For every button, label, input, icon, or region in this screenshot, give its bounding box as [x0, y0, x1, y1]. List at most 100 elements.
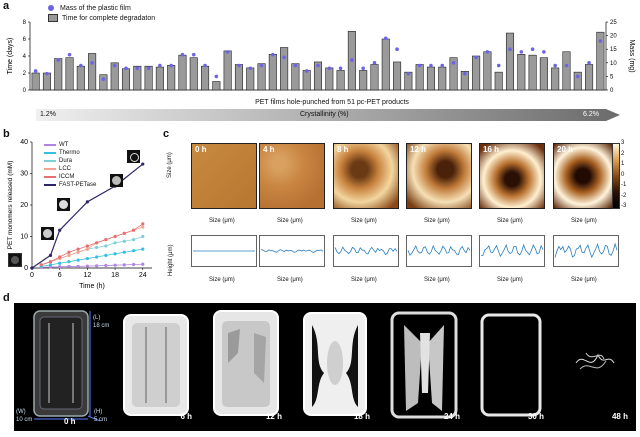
dim-h: (H): [94, 409, 103, 415]
mass-point: [485, 50, 490, 54]
series-point-thermo: [122, 250, 126, 254]
degradation-time-bar: [280, 47, 289, 91]
mass-point: [225, 50, 230, 54]
a-right-tick-label: 10: [610, 61, 617, 67]
photo-label-0h: 0 h: [64, 417, 76, 426]
series-point-thermo: [95, 255, 99, 259]
legend-label: Dura: [59, 158, 73, 164]
mass-point: [124, 66, 128, 71]
b-y-tick-label: 30: [20, 171, 28, 178]
profile-frame: [406, 235, 472, 267]
series-point-fast-petase: [85, 200, 89, 204]
degradation-time-bar: [54, 58, 63, 91]
series-point-wt: [113, 263, 117, 267]
degradation-time-bar: [110, 62, 119, 91]
legend-entry-fast-petase: FAST-PETase: [44, 181, 96, 189]
series-point-lcc: [67, 253, 71, 257]
film-thumbnail-0: [8, 253, 22, 267]
series-point-wt: [122, 263, 126, 267]
crystallinity-low: 1.2%: [40, 111, 56, 118]
degradation-time-bar: [291, 63, 300, 91]
legend-label: WT: [59, 142, 69, 148]
profile-x-axis-label: Size (μm): [424, 277, 450, 283]
mass-point: [598, 39, 603, 43]
afm-time-label: 16 h: [483, 145, 500, 154]
film-thumbnail-1: [41, 227, 54, 240]
afm-time-label: 8 h: [337, 145, 349, 154]
legend-entry-thermo: Thermo: [44, 149, 96, 157]
degradation-time-bar: [201, 65, 210, 91]
series-line-iccm: [41, 223, 143, 266]
mass-point: [440, 63, 445, 68]
mass-point: [146, 66, 151, 71]
legend-swatch: [44, 144, 56, 146]
mass-point: [180, 52, 185, 57]
a-right-tick-label: 5: [610, 74, 614, 80]
series-point-dura: [104, 244, 108, 248]
afm-image-1: 4 h: [259, 143, 325, 209]
photo-label-18h: 18 h: [353, 412, 370, 421]
series-point-fast-petase: [141, 162, 145, 166]
profile-frame: [479, 235, 545, 267]
mass-point: [203, 63, 207, 68]
profile-x-axis-label: Size (μm): [497, 277, 523, 283]
legend-swatch: [44, 168, 56, 170]
colorbar-ticks: 3 2 1 0 -1 -2 -3: [621, 140, 626, 214]
photo-18h: 18 h: [294, 303, 378, 427]
mass-point: [90, 61, 94, 65]
series-point-dura: [122, 239, 126, 243]
degradation-time-bar: [144, 65, 153, 91]
series-point-thermo: [48, 263, 53, 267]
series-point-wt: [85, 264, 89, 268]
height-profile-5: [553, 235, 619, 267]
mass-point: [327, 66, 332, 71]
series-point-thermo: [131, 249, 136, 253]
series-line-lcc: [41, 226, 143, 266]
mass-point: [191, 52, 196, 57]
series-point-fast-petase: [58, 228, 62, 232]
series-point-thermo: [113, 252, 117, 256]
series-point-iccm: [58, 255, 62, 259]
profile-x-axis-label: Size (μm): [277, 277, 303, 283]
degradation-time-bar: [596, 31, 605, 91]
dim-height: 5 cm: [94, 417, 108, 423]
b-y-tick-label: 40: [20, 139, 28, 146]
degradation-time-bar: [370, 64, 379, 91]
photo-label-24h: 24 h: [443, 412, 460, 421]
degradation-time-bar: [585, 64, 594, 91]
profile-line: [334, 246, 398, 256]
b-x-axis-label: Time (h): [79, 283, 105, 290]
panel-c-letter: c: [163, 128, 170, 140]
series-point-thermo: [141, 247, 145, 251]
degradation-time-bar: [528, 54, 537, 91]
series-point-lcc: [85, 247, 89, 251]
degradation-time-bar: [517, 53, 526, 91]
degradation-time-bar: [65, 57, 74, 91]
series-point-thermo: [104, 253, 108, 257]
mass-point: [542, 50, 546, 54]
monomer-release-chart: 0 10 20 30 40 0 6 12 18 24 Time (h) PET monomers re…: [7, 139, 152, 290]
mass-legend-label: Mass of the plastic film: [60, 4, 131, 12]
crystallinity-high: 6.2%: [583, 111, 599, 118]
mass-point: [237, 63, 241, 68]
degradation-time-bar: [257, 63, 266, 91]
degradation-time-bar: [133, 65, 142, 91]
time-legend-marker: [48, 14, 58, 22]
degradation-time-bar: [381, 38, 390, 91]
series-point-iccm: [48, 260, 53, 264]
colorbar-tick: 3: [621, 140, 625, 146]
x-caption: PET films hole-punched from 51 pc-PET pr…: [255, 99, 409, 106]
film-thumbnail-4: [127, 150, 140, 163]
profile-x-axis-label: Size (μm): [209, 277, 235, 283]
series-point-fast-petase: [30, 266, 34, 270]
profile-line: [481, 243, 544, 258]
degradation-time-bar: [539, 57, 548, 91]
degradation-time-bar: [460, 71, 469, 91]
series-point-wt: [131, 262, 136, 267]
panel-b-legend: WT Thermo Dura LCC ICCM FAST-PETase: [44, 141, 96, 189]
legend-label: FAST-PETase: [59, 182, 97, 188]
series-point-thermo: [85, 256, 89, 261]
degradation-time-bar: [76, 65, 85, 91]
series-line-wt: [41, 263, 143, 268]
mass-legend-marker: [48, 5, 54, 11]
